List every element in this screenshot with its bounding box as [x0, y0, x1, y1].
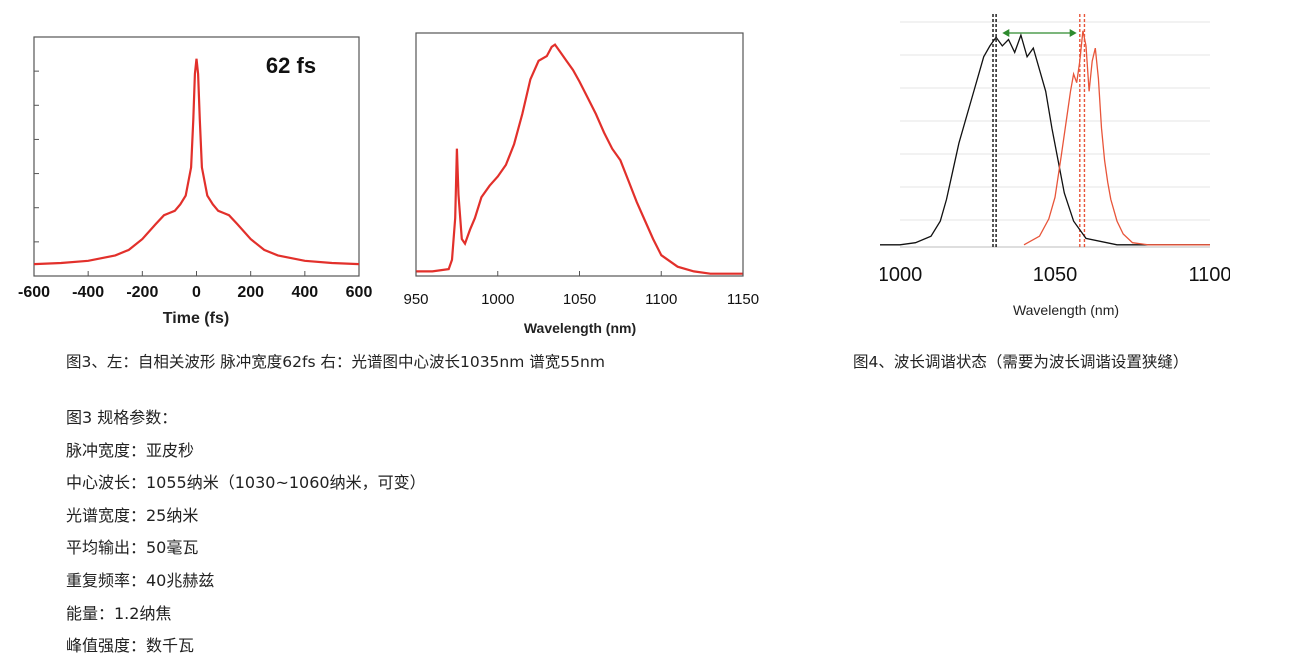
spectrum-x-ticks: 950 1000 1050 1100 1150 [403, 271, 759, 308]
tuning-x-axis-label: Wavelength (nm) [1013, 302, 1119, 318]
spec-list: 图3 规格参数： 脉冲宽度：亚皮秒 中心波长：1055纳米（1030~1060纳… [66, 402, 426, 663]
spectrum-chart: 950 1000 1050 1100 1150 Wavelength (nm) [403, 32, 759, 336]
autocorrelation-x-tick-label: -200 [126, 284, 158, 301]
tuning-gridlines [900, 21, 1210, 248]
spectrum-x-tick-label: 950 [403, 291, 428, 308]
figure4-caption: 图4、波长调谐状态（需要为波长调谐设置狭缝） [853, 353, 1189, 371]
tuning-series-line-black [880, 32, 1210, 246]
spectrum-x-tick-label: 1100 [645, 291, 677, 308]
autocorrelation-chart: 62 fs -600 -400 -200 0 200 400 600 Time (fs) [18, 36, 372, 327]
autocorrelation-title: 62 fs [266, 53, 316, 78]
spectrum-x-tick-label: 1000 [481, 291, 514, 308]
autocorrelation-y-ticks [34, 70, 39, 243]
spectrum-x-tick-label: 1050 [563, 291, 596, 308]
spectrum-x-axis-label: Wavelength (nm) [524, 320, 636, 336]
spec-item: 能量：1.2纳焦 [66, 603, 172, 623]
autocorrelation-x-axis-label: Time (fs) [163, 310, 229, 327]
spectrum-plot-frame [415, 32, 744, 277]
tuning-range-arrow [1002, 29, 1077, 37]
tuning-x-tick-label: 1000 [880, 264, 922, 286]
tuning-x-tick-label: 1100 [1188, 264, 1230, 286]
tuning-x-ticks: 1000 1050 1100 [880, 264, 1230, 286]
autocorrelation-x-tick-label: 600 [346, 284, 373, 301]
autocorrelation-x-tick-label: 200 [237, 284, 264, 301]
tuning-arrow-head-left [1002, 29, 1010, 37]
spec-item: 脉冲宽度：亚皮秒 [66, 440, 195, 460]
figure3-caption: 图3、左：自相关波形 脉冲宽度62fs 右：光谱图中心波长1035nm 谱宽55… [66, 353, 605, 371]
autocorrelation-x-tick-label: 0 [192, 284, 201, 301]
autocorrelation-series-line [33, 58, 360, 266]
tuning-dashed-markers [992, 14, 1086, 247]
spectrum-x-tick-label: 1150 [727, 291, 759, 308]
spec-item: 平均输出：50毫瓦 [66, 538, 199, 558]
autocorrelation-x-tick-label: -400 [72, 284, 104, 301]
tuning-chart: 1000 1050 1100 Wavelength (nm) [880, 14, 1230, 318]
autocorrelation-x-tick-label: -600 [18, 284, 50, 301]
spec-title: 图3 规格参数： [66, 408, 178, 427]
spec-item: 重复频率：40兆赫兹 [66, 570, 215, 590]
tuning-x-tick-label: 1050 [1033, 264, 1078, 286]
spectrum-series-line [416, 43, 743, 275]
autocorrelation-x-ticks: -600 -400 -200 0 200 400 600 [18, 271, 372, 301]
spec-item: 中心波长：1055纳米（1030~1060纳米，可变） [66, 473, 426, 493]
tuning-series-line-red [1023, 30, 1210, 246]
autocorrelation-x-tick-label: 400 [291, 284, 318, 301]
spec-item: 光谱宽度：25纳米 [66, 505, 199, 525]
spec-item: 峰值强度：数千瓦 [66, 636, 195, 656]
tuning-arrow-head-right [1069, 29, 1077, 37]
